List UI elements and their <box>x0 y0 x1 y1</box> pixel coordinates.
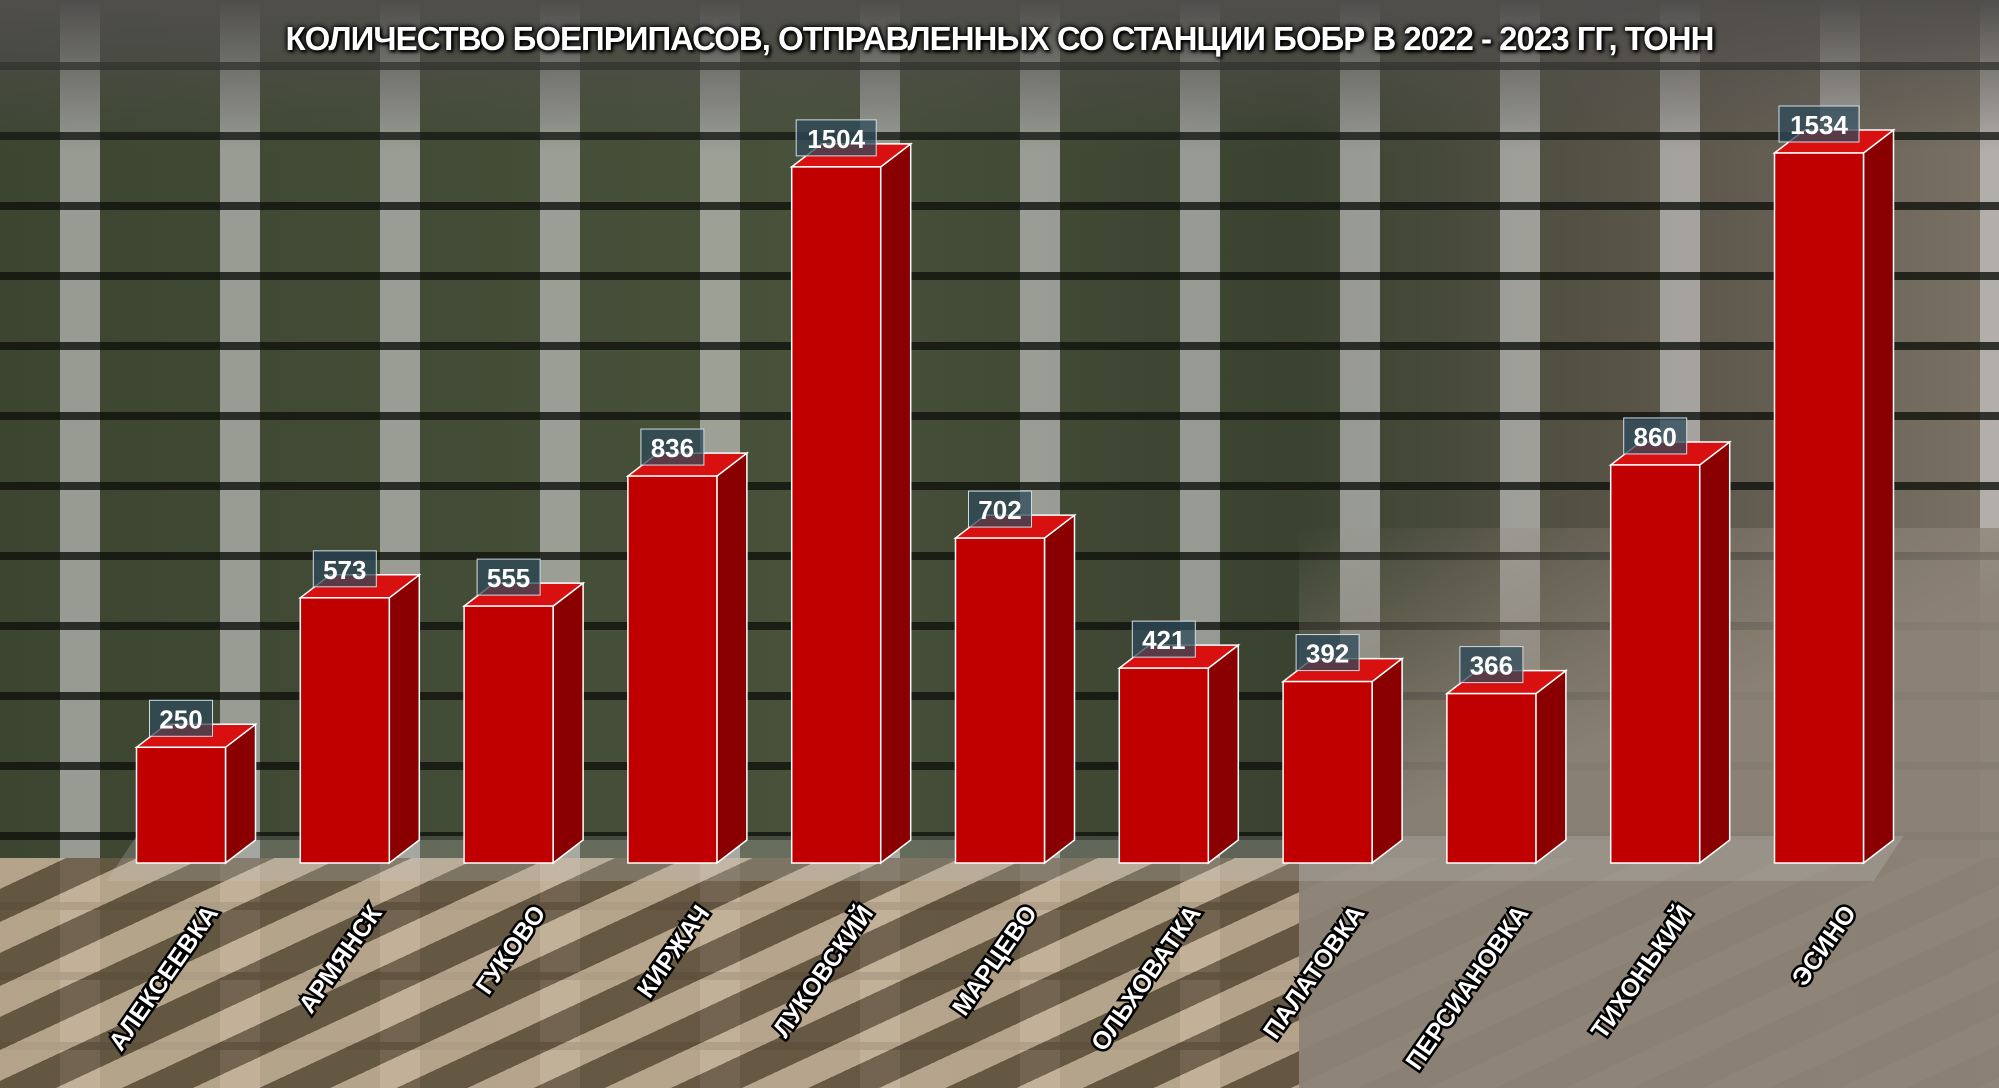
bar <box>790 166 882 864</box>
data-label-box <box>1778 105 1860 143</box>
data-label-box <box>968 490 1032 528</box>
x-tick-label: ПАЛАТОВКА <box>1258 900 1370 1044</box>
x-tick-label: ГУКОВО <box>470 900 551 999</box>
bar-side <box>1862 128 1895 865</box>
data-label-box <box>1131 620 1196 658</box>
bar-side <box>879 142 912 865</box>
x-tick-label: МАРЦЕВО <box>947 900 1043 1020</box>
chart-title: КОЛИЧЕСТВО БОЕПРИПАСОВ, ОТПРАВЛЕННЫХ СО … <box>285 20 1715 57</box>
x-tick-label: ЭСИНО <box>1787 900 1862 991</box>
x-tick-label: ТИХОНЬКИЙ <box>1584 899 1698 1044</box>
bar <box>627 475 718 864</box>
bar-side <box>552 581 584 865</box>
data-label-box <box>1459 646 1524 684</box>
data-label: 573 <box>323 555 366 585</box>
bar-side <box>1043 513 1076 865</box>
bar-side <box>224 722 257 865</box>
x-tick-label: ЛУКОВСКИЙ <box>766 899 879 1042</box>
bar-side <box>1535 669 1567 865</box>
bar <box>1773 152 1865 864</box>
bar <box>954 537 1046 864</box>
x-tick-label: ОЛЬХОВАТКА <box>1086 900 1207 1056</box>
data-label-box <box>795 119 877 157</box>
bar <box>1118 667 1210 864</box>
data-label-box <box>476 558 541 596</box>
data-label-box <box>312 550 377 588</box>
x-tick-label: ПЕРСИАНОВКА <box>1400 900 1534 1075</box>
x-tick-label: КИРЖАЧ <box>632 900 716 1003</box>
data-label: 392 <box>1306 639 1349 669</box>
data-label-box <box>640 428 705 466</box>
data-label: 555 <box>487 563 530 593</box>
data-label-box <box>1623 417 1688 455</box>
data-label: 1534 <box>1790 110 1848 140</box>
data-label-box <box>1295 634 1360 672</box>
data-label: 860 <box>1634 422 1677 452</box>
x-tick-label: АЛЕКСЕЕВКА <box>103 900 224 1056</box>
bar <box>1446 692 1537 864</box>
bar <box>1282 680 1373 864</box>
data-label: 250 <box>159 704 202 734</box>
bar <box>463 605 554 864</box>
bar-side <box>388 573 421 865</box>
bar-side <box>1371 657 1403 865</box>
bar <box>299 597 391 864</box>
bar <box>135 746 227 864</box>
bar-side <box>716 451 748 865</box>
bar <box>1609 464 1701 864</box>
data-label: 421 <box>1142 625 1185 655</box>
bar-side <box>1207 643 1240 865</box>
data-label: 366 <box>1470 651 1513 681</box>
data-label: 836 <box>651 433 694 463</box>
data-label: 702 <box>978 495 1021 525</box>
data-label: 1504 <box>807 124 865 154</box>
data-label-box <box>149 699 213 737</box>
bar-side <box>1698 440 1731 865</box>
x-tick-label: АРМЯНСК <box>293 900 388 1019</box>
